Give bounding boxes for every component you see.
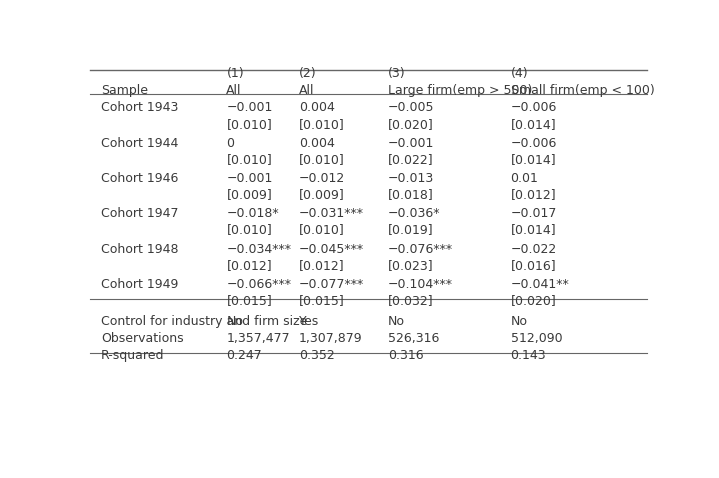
Text: 0.004: 0.004 (299, 101, 335, 114)
Text: [0.010]: [0.010] (226, 118, 273, 130)
Text: −0.031***: −0.031*** (299, 207, 364, 220)
Text: [0.032]: [0.032] (388, 294, 434, 307)
Text: Observations: Observations (101, 332, 183, 345)
Text: −0.001: −0.001 (226, 101, 273, 114)
Text: 0.143: 0.143 (510, 349, 546, 362)
Text: [0.014]: [0.014] (510, 118, 557, 130)
Text: 1,307,879: 1,307,879 (299, 332, 362, 345)
Text: No: No (510, 315, 528, 328)
Text: [0.010]: [0.010] (299, 224, 344, 237)
Text: Cohort 1944: Cohort 1944 (101, 137, 178, 150)
Text: [0.023]: [0.023] (388, 259, 434, 272)
Text: Yes: Yes (299, 315, 319, 328)
Text: 526,316: 526,316 (388, 332, 439, 345)
Text: (1): (1) (226, 66, 244, 79)
Text: 0.247: 0.247 (226, 349, 262, 362)
Text: 0.352: 0.352 (299, 349, 334, 362)
Text: [0.010]: [0.010] (299, 118, 344, 130)
Text: 0.01: 0.01 (510, 172, 539, 185)
Text: −0.013: −0.013 (388, 172, 434, 185)
Text: −0.036*: −0.036* (388, 207, 441, 220)
Text: −0.022: −0.022 (510, 243, 557, 256)
Text: No: No (226, 315, 244, 328)
Text: (4): (4) (510, 66, 528, 79)
Text: Cohort 1946: Cohort 1946 (101, 172, 178, 185)
Text: [0.015]: [0.015] (299, 294, 344, 307)
Text: Small firm(emp < 100): Small firm(emp < 100) (510, 84, 654, 97)
Text: [0.012]: [0.012] (510, 188, 557, 201)
Text: −0.045***: −0.045*** (299, 243, 364, 256)
Text: −0.104***: −0.104*** (388, 278, 453, 291)
Text: 1,357,477: 1,357,477 (226, 332, 290, 345)
Text: −0.034***: −0.034*** (226, 243, 291, 256)
Text: −0.006: −0.006 (510, 101, 557, 114)
Text: All: All (299, 84, 314, 97)
Text: [0.022]: [0.022] (388, 153, 434, 166)
Text: −0.077***: −0.077*** (299, 278, 364, 291)
Text: −0.001: −0.001 (388, 137, 434, 150)
Text: −0.041**: −0.041** (510, 278, 569, 291)
Text: [0.014]: [0.014] (510, 153, 557, 166)
Text: [0.014]: [0.014] (510, 224, 557, 237)
Text: [0.009]: [0.009] (226, 188, 273, 201)
Text: −0.066***: −0.066*** (226, 278, 291, 291)
Text: −0.012: −0.012 (299, 172, 345, 185)
Text: [0.012]: [0.012] (299, 259, 344, 272)
Text: Cohort 1948: Cohort 1948 (101, 243, 178, 256)
Text: Cohort 1943: Cohort 1943 (101, 101, 178, 114)
Text: 0: 0 (226, 137, 234, 150)
Text: [0.016]: [0.016] (510, 259, 557, 272)
Text: [0.020]: [0.020] (388, 118, 434, 130)
Text: Cohort 1947: Cohort 1947 (101, 207, 178, 220)
Text: [0.019]: [0.019] (388, 224, 434, 237)
Text: R-squared: R-squared (101, 349, 165, 362)
Text: Cohort 1949: Cohort 1949 (101, 278, 178, 291)
Text: [0.012]: [0.012] (226, 259, 272, 272)
Text: −0.076***: −0.076*** (388, 243, 453, 256)
Text: (2): (2) (299, 66, 316, 79)
Text: 512,090: 512,090 (510, 332, 562, 345)
Text: Large firm(emp > 500): Large firm(emp > 500) (388, 84, 532, 97)
Text: Control for industry and firm size: Control for industry and firm size (101, 315, 308, 328)
Text: [0.015]: [0.015] (226, 294, 273, 307)
Text: 0.004: 0.004 (299, 137, 335, 150)
Text: No: No (388, 315, 405, 328)
Text: [0.018]: [0.018] (388, 188, 434, 201)
Text: −0.005: −0.005 (388, 101, 434, 114)
Text: (3): (3) (388, 66, 406, 79)
Text: [0.020]: [0.020] (510, 294, 557, 307)
Text: −0.001: −0.001 (226, 172, 273, 185)
Text: All: All (226, 84, 242, 97)
Text: −0.018*: −0.018* (226, 207, 279, 220)
Text: 0.316: 0.316 (388, 349, 423, 362)
Text: −0.017: −0.017 (510, 207, 557, 220)
Text: [0.010]: [0.010] (299, 153, 344, 166)
Text: [0.009]: [0.009] (299, 188, 344, 201)
Text: −0.006: −0.006 (510, 137, 557, 150)
Text: [0.010]: [0.010] (226, 224, 273, 237)
Text: [0.010]: [0.010] (226, 153, 273, 166)
Text: Sample: Sample (101, 84, 148, 97)
